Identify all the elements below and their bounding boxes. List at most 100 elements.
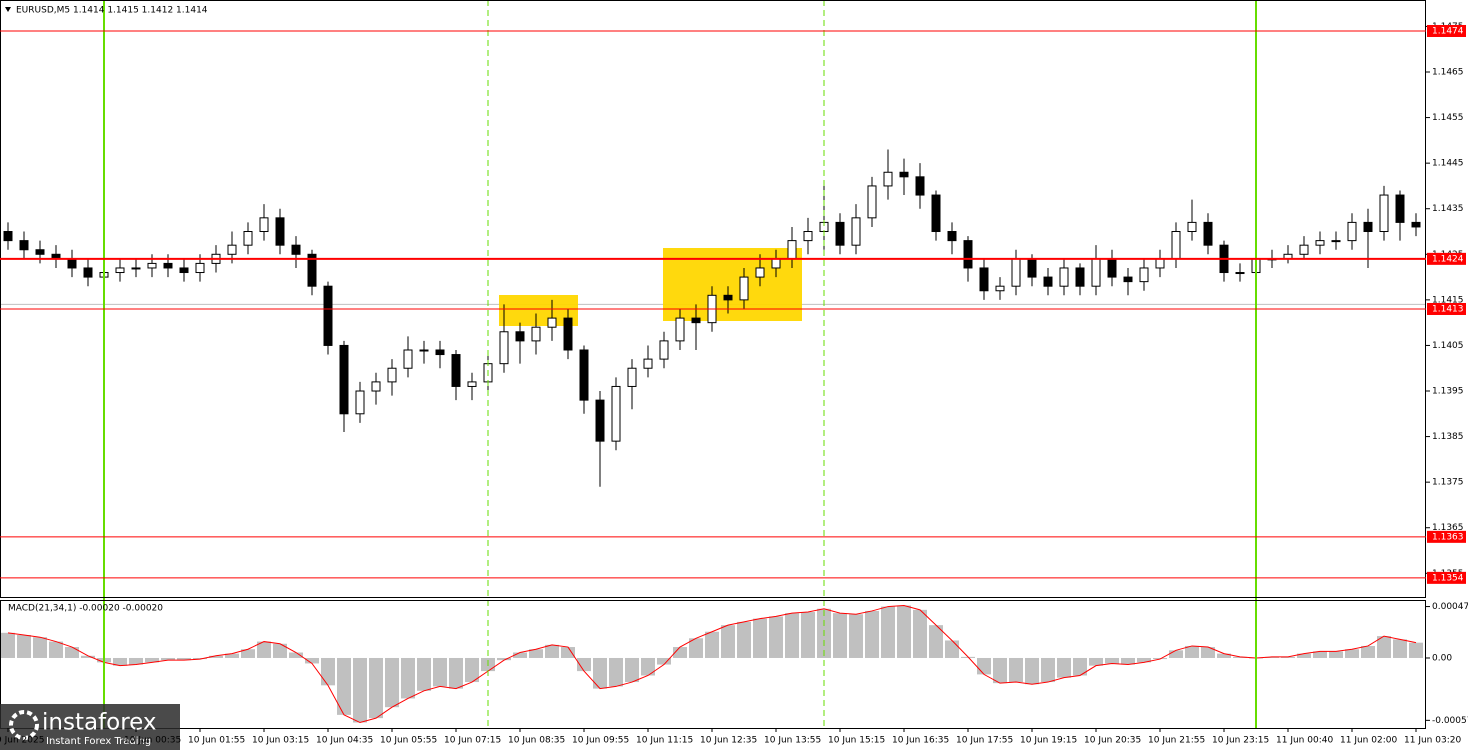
candle-body bbox=[771, 258, 781, 269]
level-label-box bbox=[1427, 302, 1466, 315]
candle-body bbox=[563, 317, 573, 351]
candle-body bbox=[627, 367, 637, 387]
macd-bar bbox=[769, 616, 783, 658]
chart-title: EURUSD,M5 1.1414 1.1415 1.1412 1.1414 bbox=[16, 6, 208, 16]
macd-bar bbox=[897, 605, 911, 658]
marks bbox=[0, 149, 1426, 724]
candle-body bbox=[403, 349, 413, 369]
candle-body bbox=[1155, 258, 1165, 269]
macd-bar bbox=[1009, 657, 1023, 683]
x-tick-label: 10 Jun 19:15 bbox=[1020, 736, 1077, 746]
candle-body bbox=[1059, 267, 1069, 287]
candle-body bbox=[467, 381, 477, 387]
level-label: 1.1354 bbox=[1432, 573, 1464, 583]
candle-body bbox=[1235, 272, 1245, 275]
y-tick-label: 1.1375 bbox=[1432, 478, 1464, 488]
x-tick-label: 10 Jun 23:15 bbox=[1212, 736, 1269, 746]
macd-bar bbox=[1041, 657, 1055, 683]
y-tick-label: 1.1445 bbox=[1432, 159, 1464, 169]
candle-body bbox=[579, 349, 589, 401]
macd-bar bbox=[1105, 657, 1119, 664]
macd-bar bbox=[1313, 651, 1327, 658]
x-tick-label: 11 Jun 03:20 bbox=[1404, 736, 1461, 746]
macd-bar bbox=[1297, 653, 1311, 658]
macd-bar bbox=[337, 657, 351, 715]
candle-body bbox=[195, 262, 205, 274]
macd-bar bbox=[433, 657, 447, 687]
y2-tick-label: 0.00047 bbox=[1432, 602, 1468, 612]
macd-bar bbox=[1137, 657, 1151, 663]
macd-bar bbox=[177, 657, 191, 661]
candle-body bbox=[675, 317, 685, 342]
candle-body bbox=[1171, 231, 1181, 260]
candle-body bbox=[1347, 221, 1357, 242]
candle-body bbox=[67, 258, 77, 269]
macd-bar bbox=[1233, 656, 1247, 658]
macd-bar bbox=[609, 657, 623, 687]
candle-body bbox=[531, 326, 541, 342]
candle-body bbox=[1363, 221, 1373, 233]
candle-body bbox=[963, 240, 973, 269]
candle-body bbox=[83, 267, 93, 278]
candle-body bbox=[547, 317, 557, 328]
candle-body bbox=[339, 344, 349, 415]
macd-bar bbox=[913, 609, 927, 658]
x-tick-label: 10 Jun 16:35 bbox=[892, 736, 949, 746]
level-label-box bbox=[1427, 24, 1466, 37]
candle-body bbox=[867, 185, 877, 219]
candle-body bbox=[739, 276, 749, 301]
macd-panel-frame bbox=[0, 600, 1426, 729]
candle-body bbox=[131, 267, 141, 270]
candle-body bbox=[147, 262, 157, 269]
candle-body bbox=[1075, 267, 1085, 287]
candle-body bbox=[3, 231, 13, 242]
candle-body bbox=[499, 331, 509, 365]
macd-bar bbox=[1089, 657, 1103, 666]
x-tick-label: 10 Jun 04:35 bbox=[316, 736, 373, 746]
candle-body bbox=[1395, 194, 1405, 223]
macd-bar bbox=[1409, 642, 1423, 658]
macd-bar bbox=[1025, 657, 1039, 685]
macd-bar bbox=[289, 652, 303, 658]
macd-bar bbox=[449, 657, 463, 689]
candle-body bbox=[1379, 194, 1389, 233]
macd-bar bbox=[49, 641, 63, 658]
logo-name: instaforex bbox=[42, 710, 157, 736]
x-tick-label: 11 Jun 02:00 bbox=[1340, 736, 1397, 746]
macd-bar bbox=[785, 613, 799, 658]
candle-body bbox=[851, 217, 861, 246]
y2-tick-label: -0.00057 bbox=[1432, 716, 1468, 726]
y-tick-label: 1.1435 bbox=[1432, 204, 1464, 214]
candle-body bbox=[883, 171, 893, 187]
candle-body bbox=[755, 267, 765, 278]
candle-body bbox=[931, 194, 941, 233]
x-tick-label: 10 Jun 17:55 bbox=[956, 736, 1013, 746]
y-tick-label: 1.1455 bbox=[1432, 113, 1464, 123]
candle-body bbox=[355, 390, 365, 415]
candle-body bbox=[451, 354, 461, 387]
candle-body bbox=[35, 249, 45, 255]
candle-body bbox=[1299, 244, 1309, 255]
candle-body bbox=[259, 217, 269, 233]
candle-body bbox=[387, 367, 397, 383]
candle-body bbox=[1011, 258, 1021, 287]
y-tick-label: 1.1405 bbox=[1432, 341, 1464, 351]
x-tick-label: 10 Jun 20:35 bbox=[1084, 736, 1141, 746]
candle-body bbox=[227, 244, 237, 255]
candle-body bbox=[435, 349, 445, 356]
candle-body bbox=[835, 221, 845, 246]
candle-body bbox=[1203, 221, 1213, 246]
macd-bar bbox=[273, 643, 287, 658]
level-label: 1.1413 bbox=[1432, 304, 1464, 314]
macd-bar bbox=[193, 657, 207, 660]
macd-bar bbox=[65, 647, 79, 658]
macd-title: MACD(21,34,1) -0.00020 -0.00020 bbox=[8, 604, 163, 614]
macd-bar bbox=[641, 657, 655, 676]
macd-bar bbox=[257, 641, 271, 658]
candle-body bbox=[179, 267, 189, 274]
x-tick-label: 10 Jun 01:55 bbox=[188, 736, 245, 746]
candle-body bbox=[691, 317, 701, 324]
macd-bar bbox=[1185, 645, 1199, 658]
candle-body bbox=[1123, 276, 1133, 283]
x-tick-label: 10 Jun 08:35 bbox=[508, 736, 565, 746]
